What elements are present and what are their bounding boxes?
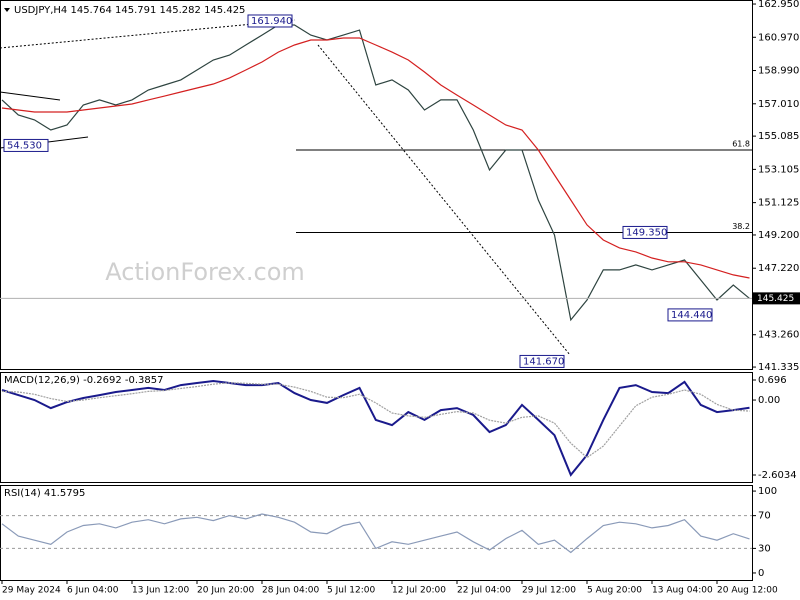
y-tick-label: 0.00 (758, 395, 780, 406)
annotation-box (667, 308, 713, 322)
x-tick-label: 22 Jul 04:00 (457, 586, 511, 596)
macd-pane (0, 372, 753, 483)
y-tick-label: 0.696 (758, 375, 787, 386)
y-tick-label: 100 (758, 486, 777, 497)
triangle-line (0, 91, 61, 101)
x-tick-label: 29 May 2024 (2, 586, 61, 596)
menu-arrow (4, 8, 10, 12)
annotation-label: 141.670 (523, 356, 564, 367)
trendline (0, 19, 296, 49)
rsi-title: RSI(14) 41.5795 (4, 488, 85, 499)
y-tick-label: 149.200 (758, 230, 799, 241)
annotation-label: 54.530 (7, 140, 42, 151)
rsi-pane (0, 485, 753, 581)
annotation-box (247, 14, 293, 28)
chart-title: USDJPY,H4 145.764 145.791 145.282 145.42… (14, 5, 245, 16)
macd-title: MACD(12,26,9) -0.2692 -0.3857 (4, 375, 164, 386)
annotation-label: 161.940 (251, 16, 292, 27)
y-tick-label: 141.335 (758, 362, 799, 373)
annotation-label: 149.350 (626, 227, 667, 238)
fib-label: 61.8 (732, 139, 750, 148)
indicator-line (1, 37, 750, 279)
watermark: ActionForex.com (105, 258, 305, 286)
indicator-line (1, 379, 750, 477)
current-price-box (753, 292, 800, 305)
x-tick-label: 13 Aug 04:00 (652, 586, 713, 596)
y-tick-label: 160.970 (758, 32, 799, 43)
price-line (1, 24, 750, 322)
x-tick-label: 5 Aug 20:00 (587, 586, 642, 596)
x-tick-label: 6 Jun 04:00 (67, 586, 119, 596)
annotation-box (3, 138, 49, 152)
indicator-line (1, 382, 750, 459)
x-tick-label: 29 Jul 12:00 (522, 586, 576, 596)
y-tick-label: 143.260 (758, 330, 799, 341)
y-tick-label: 147.220 (758, 263, 799, 274)
y-tick-label: 153.105 (758, 164, 799, 175)
y-tick-label: 162.950 (758, 0, 799, 10)
x-tick-label: 28 Jun 04:00 (262, 586, 319, 596)
x-tick-label: 12 Jul 20:00 (392, 586, 446, 596)
y-tick-label: 0 (758, 568, 764, 579)
y-tick-label: 157.010 (758, 99, 799, 110)
y-tick-label: 30 (758, 543, 771, 554)
annotation-box (519, 354, 565, 368)
indicator-line (1, 513, 750, 554)
y-tick-label: 70 (758, 511, 771, 522)
x-tick-label: 13 Jun 12:00 (132, 586, 189, 596)
y-tick-label: 155.085 (758, 131, 799, 142)
trendline (317, 44, 571, 356)
y-tick-label: -2.6034 (758, 470, 797, 481)
fib-label: 38.2 (732, 222, 750, 231)
y-tick-label: 158.990 (758, 66, 799, 77)
price-pane (0, 0, 753, 370)
x-tick-label: 20 Jun 20:00 (197, 586, 254, 596)
current-price-label: 145.425 (757, 294, 794, 304)
x-tick-label: 20 Aug 12:00 (717, 586, 778, 596)
x-tick-label: 5 Jul 12:00 (327, 586, 376, 596)
annotation-label: 144.440 (671, 310, 712, 321)
annotation-box (622, 225, 668, 239)
y-tick-label: 151.125 (758, 198, 799, 209)
